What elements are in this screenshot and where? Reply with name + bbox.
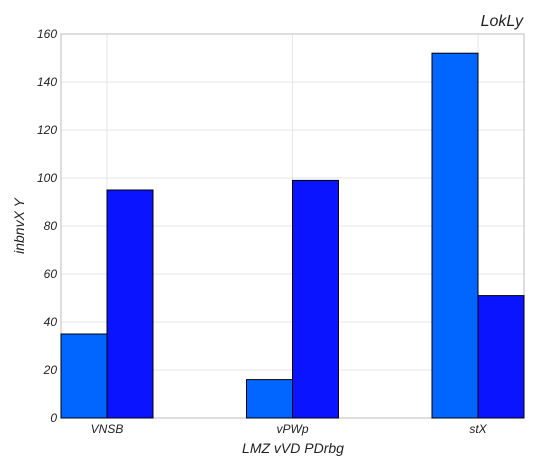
bar-series-1-stX	[431, 52, 479, 419]
y-tick-label: 120	[37, 123, 57, 137]
y-tick-label: 60	[44, 267, 58, 281]
bar-series-2-vPWp	[292, 179, 339, 419]
chart-title: LokLy	[481, 13, 524, 30]
x-tick-label: stX	[469, 422, 487, 436]
y-tick-label: 80	[44, 219, 58, 233]
y-tick-label: 20	[43, 363, 58, 377]
y-tick-label: 160	[37, 27, 57, 41]
bars-layer	[60, 52, 525, 419]
x-tick-labels: VNSB vPWp stX	[91, 422, 488, 436]
x-tick-label: vPWp	[276, 422, 308, 436]
y-tick-labels: 0 20 40 60 80 100 120 140 160	[37, 27, 57, 425]
bar-series-1-VNSB	[60, 333, 108, 419]
y-tick-label: 0	[50, 411, 57, 425]
y-tick-label: 40	[44, 315, 58, 329]
bar-series-1-vPWp	[246, 379, 293, 419]
x-tick-label: VNSB	[91, 422, 124, 436]
y-axis-label: inbnvX Y	[11, 196, 27, 253]
bar-series-2-stX	[477, 295, 525, 419]
bar-series-2-VNSB	[106, 189, 154, 419]
y-tick-label: 100	[37, 171, 57, 185]
x-axis-label: LMZ vVD PDrbg	[242, 440, 344, 456]
y-tick-label: 140	[37, 75, 57, 89]
